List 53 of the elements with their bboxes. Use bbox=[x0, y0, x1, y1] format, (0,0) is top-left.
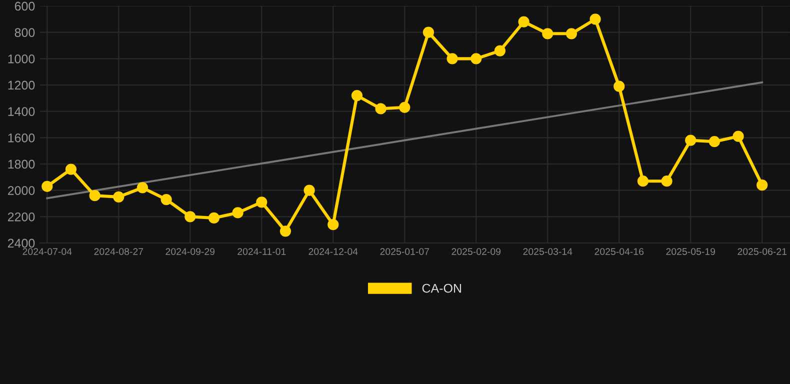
point bbox=[375, 103, 386, 114]
point bbox=[113, 191, 124, 202]
point bbox=[446, 53, 458, 64]
y-tick-label: 800 bbox=[14, 28, 35, 37]
y-tick-label: 1000 bbox=[8, 54, 35, 64]
x-tick-label: 2025-06-21 bbox=[738, 248, 787, 255]
point bbox=[756, 180, 768, 191]
point bbox=[614, 80, 625, 92]
point bbox=[351, 90, 363, 102]
point bbox=[518, 16, 530, 28]
y-tick-label: 1800 bbox=[8, 160, 35, 169]
x-tick-label: 2025-01-07 bbox=[380, 248, 430, 255]
x-tick-label: 2024-12-04 bbox=[308, 248, 358, 255]
legend-label: CA-ON bbox=[422, 284, 461, 293]
point bbox=[136, 182, 148, 194]
point bbox=[566, 28, 578, 40]
x-tick-label: 2024-11-01 bbox=[238, 248, 286, 255]
x-tick-label: 2024-09-29 bbox=[166, 248, 215, 255]
point bbox=[208, 212, 220, 224]
x-tick-label: 2024-07-04 bbox=[22, 248, 72, 255]
y-tick-label: 2000 bbox=[8, 186, 35, 195]
point bbox=[661, 176, 672, 187]
point bbox=[304, 184, 315, 196]
point bbox=[422, 26, 434, 38]
point bbox=[590, 14, 601, 25]
y-tick-label: 600 bbox=[14, 2, 35, 11]
point bbox=[708, 136, 720, 148]
point bbox=[399, 102, 410, 113]
point bbox=[685, 134, 696, 146]
point bbox=[732, 130, 744, 142]
point bbox=[89, 190, 100, 202]
point bbox=[542, 28, 554, 40]
y-tick-label: 1200 bbox=[8, 80, 35, 90]
point bbox=[256, 196, 268, 208]
x-tick-label: 2025-02-09 bbox=[452, 248, 501, 255]
point bbox=[232, 207, 244, 218]
point bbox=[637, 176, 649, 187]
point bbox=[280, 226, 292, 237]
x-tick-label: 2025-03-14 bbox=[523, 248, 572, 255]
x-tick-label: 2025-05-19 bbox=[666, 248, 716, 255]
point bbox=[184, 211, 196, 222]
x-tick-label: 2025-04-16 bbox=[594, 248, 644, 255]
y-tick-label: 2200 bbox=[8, 212, 35, 222]
y-tick-label: 2400 bbox=[8, 238, 35, 248]
point bbox=[470, 53, 482, 64]
point bbox=[42, 180, 53, 192]
y-tick-label: 1600 bbox=[8, 133, 35, 142]
x-tick-label: 2024-08-27 bbox=[94, 248, 144, 255]
point bbox=[160, 194, 172, 206]
point bbox=[65, 164, 77, 175]
y-tick-label: 1400 bbox=[8, 107, 35, 116]
point bbox=[328, 219, 339, 230]
point bbox=[494, 45, 506, 56]
